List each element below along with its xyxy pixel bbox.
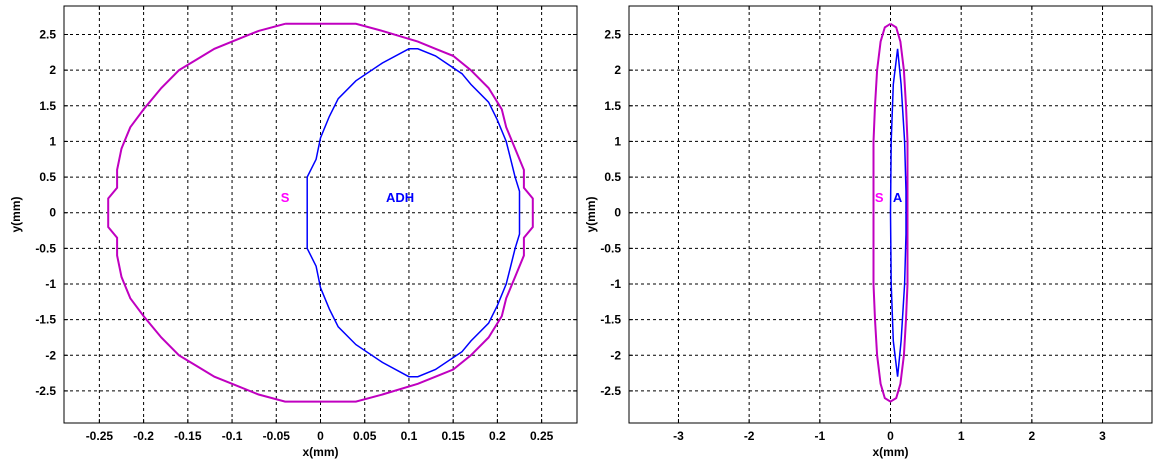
x-tick-label: -0.05 xyxy=(263,429,291,443)
y-tick-label: -0.5 xyxy=(35,241,56,255)
y-tick-label: -2.5 xyxy=(35,384,56,398)
annotation-s: S xyxy=(875,190,884,205)
y-tick-label: -1.5 xyxy=(600,313,621,327)
x-tick-label: -2 xyxy=(744,429,755,443)
x-tick-label: -1 xyxy=(814,429,825,443)
y-tick-label: -0.5 xyxy=(600,241,621,255)
y-tick-label: 0 xyxy=(614,206,621,220)
y-tick-label: 1 xyxy=(49,134,56,148)
y-tick-label: -2 xyxy=(610,348,621,362)
annotation-adh: ADH xyxy=(386,190,414,205)
a-outline xyxy=(889,48,907,377)
x-tick-label: 3 xyxy=(1099,429,1106,443)
x-axis-label: x(mm) xyxy=(872,445,908,459)
y-axis-label: y(mm) xyxy=(9,196,23,232)
x-tick-label: -0.15 xyxy=(174,429,202,443)
y-tick-label: 0 xyxy=(49,206,56,220)
x-tick-label: 0.1 xyxy=(401,429,418,443)
x-tick-label: 2 xyxy=(1029,429,1036,443)
x-tick-label: 0 xyxy=(317,429,324,443)
x-tick-label: 0.15 xyxy=(441,429,465,443)
chart-right: -3 -2 -1 0 1 2 3 2.5 2 1.5 1 0.5 0 -0.5 -1 -1.5 -2 -2.5 x(… xyxy=(584,5,1153,459)
s-outline xyxy=(107,22,534,403)
y-tick-label: 2.5 xyxy=(604,28,621,42)
y-tick-label: 2 xyxy=(49,63,56,77)
s-outline xyxy=(872,22,909,403)
x-tick-label: -0.1 xyxy=(222,429,243,443)
y-tick-label: 1.5 xyxy=(604,99,621,113)
y-tick-label: 2.5 xyxy=(39,28,56,42)
x-tick-label: -0.25 xyxy=(86,429,114,443)
x-tick-label: 1 xyxy=(958,429,965,443)
x-tick-label: 0.05 xyxy=(353,429,377,443)
x-tick-label: 0.2 xyxy=(489,429,506,443)
y-tick-label: 1.5 xyxy=(39,99,56,113)
x-tick-label: -0.2 xyxy=(133,429,154,443)
y-tick-label: -2.5 xyxy=(600,384,621,398)
y-axis-label: y(mm) xyxy=(584,196,598,232)
y-tick-label: 0.5 xyxy=(604,170,621,184)
y-tick-label: -2 xyxy=(45,348,56,362)
y-tick-label: 0.5 xyxy=(39,170,56,184)
annotation-s: S xyxy=(281,190,290,205)
x-tick-label: 0.25 xyxy=(530,429,554,443)
y-tick-label: -1 xyxy=(610,277,621,291)
adh-outline xyxy=(306,48,521,378)
x-tick-label: -3 xyxy=(673,429,684,443)
x-axis-label: x(mm) xyxy=(302,445,338,459)
y-tick-label: 2 xyxy=(614,63,621,77)
x-tick-label: 0 xyxy=(887,429,894,443)
y-tick-label: -1 xyxy=(45,277,56,291)
annotation-a: A xyxy=(893,190,903,205)
chart-left: -0.25 -0.2 -0.15 -0.1 -0.05 0 0.05 0.1 0.15 0.2 0.… xyxy=(9,5,578,459)
y-tick-label: -1.5 xyxy=(35,313,56,327)
y-tick-label: 1 xyxy=(614,134,621,148)
plot-area xyxy=(64,6,577,423)
